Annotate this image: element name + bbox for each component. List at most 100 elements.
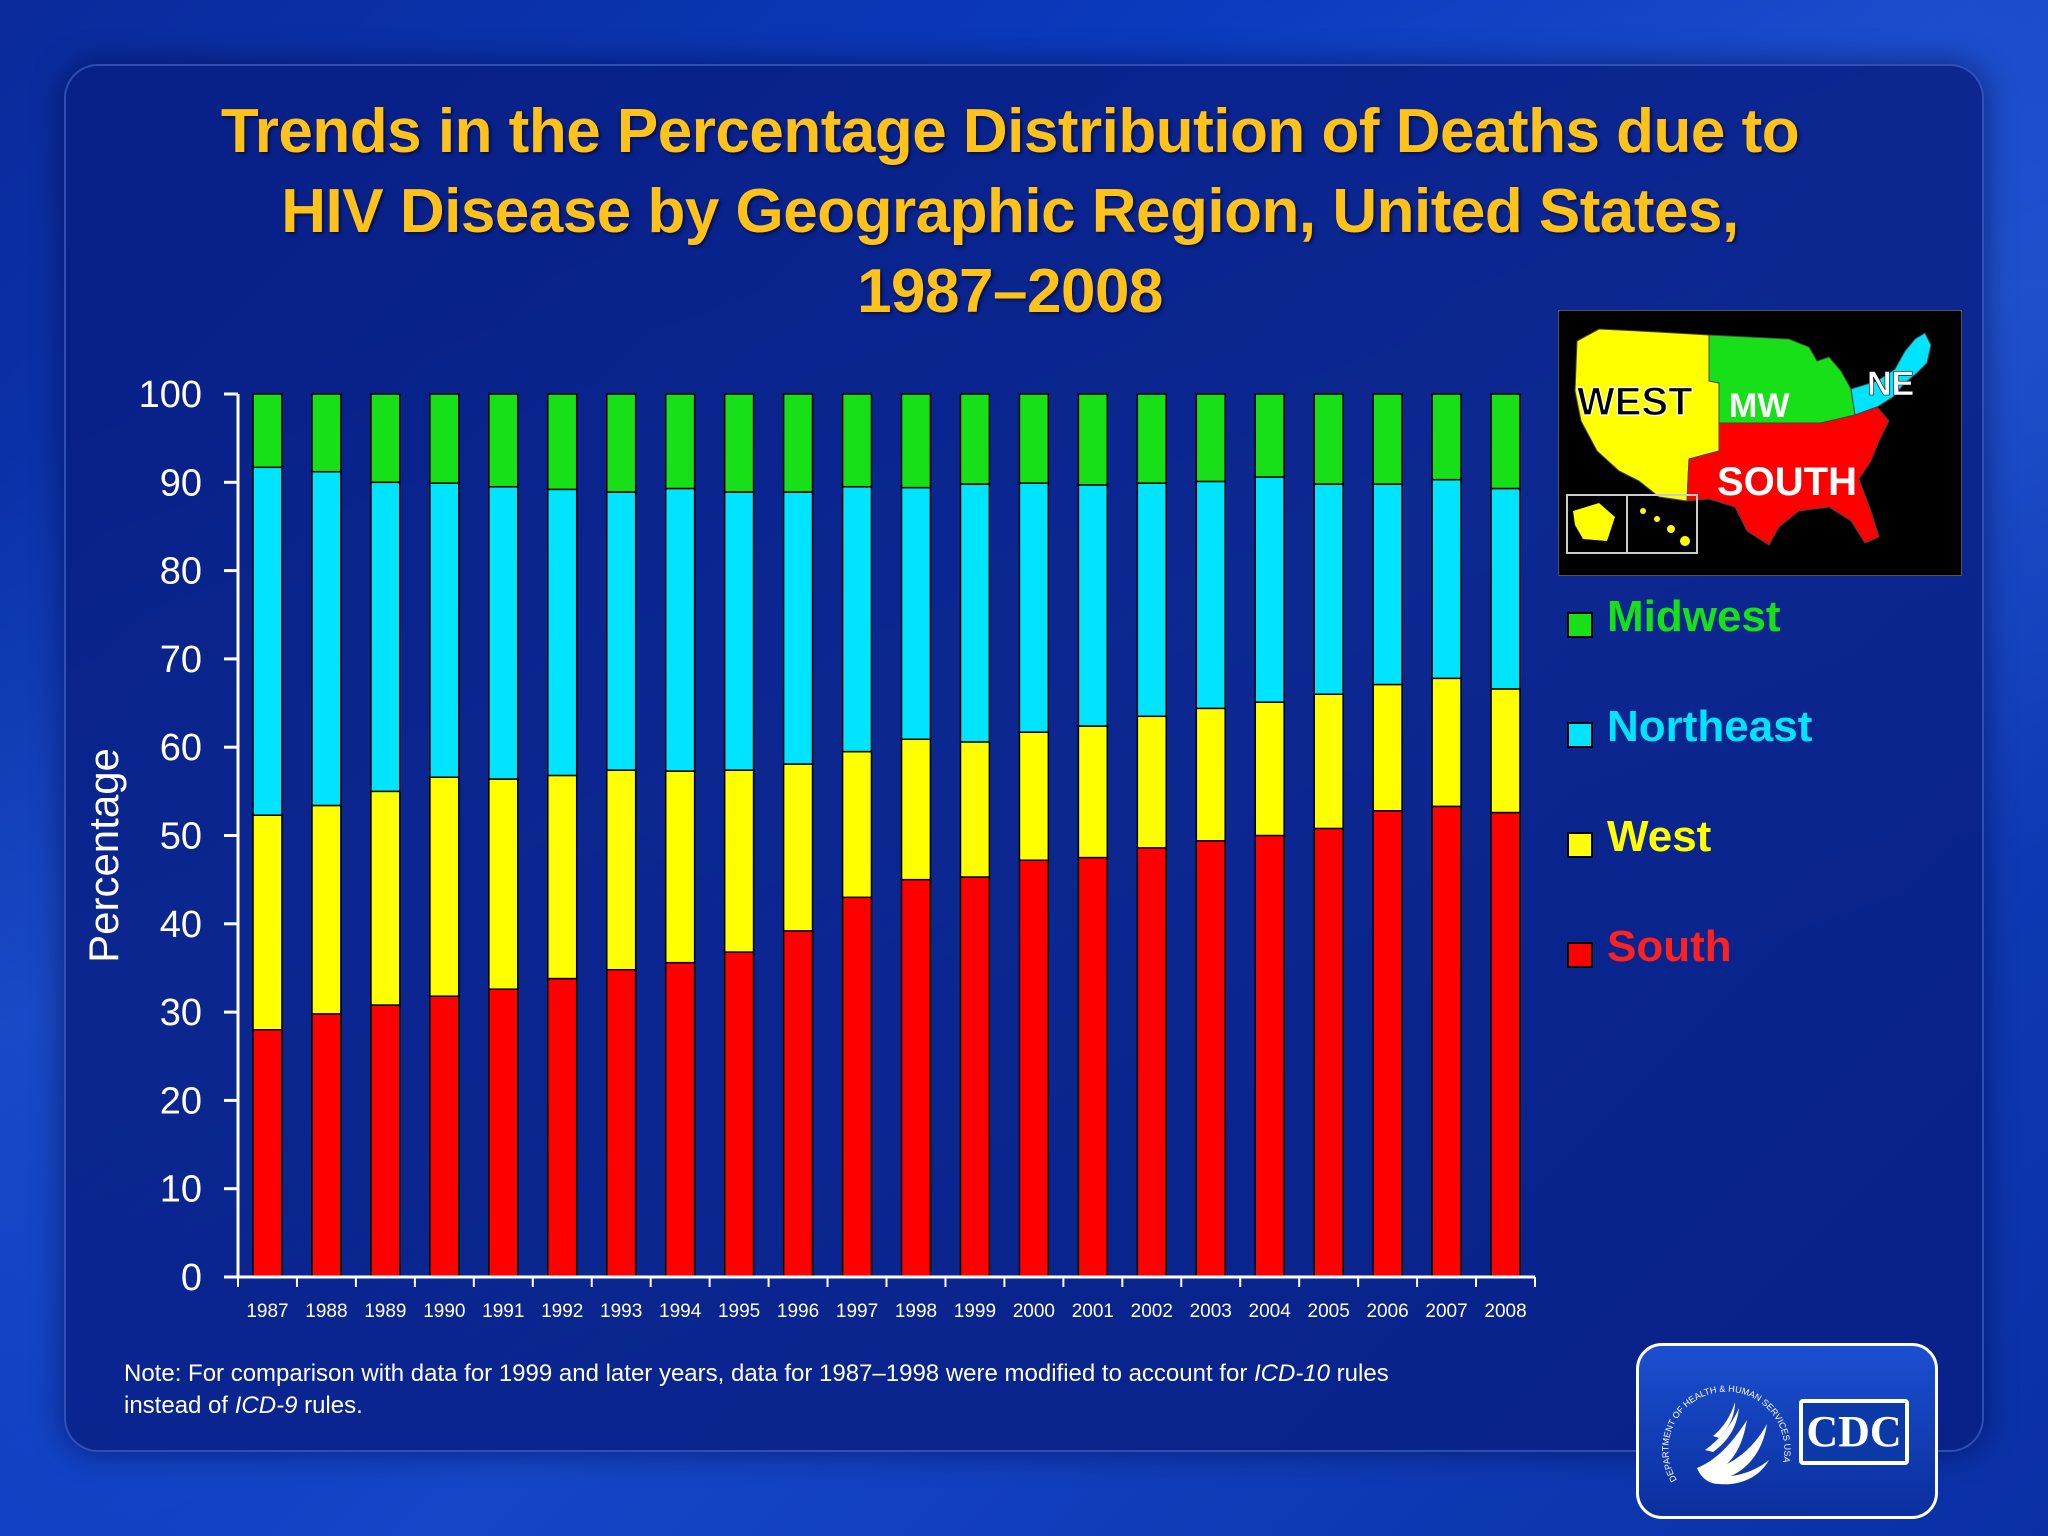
x-tick-label-1997: 1997	[836, 1301, 878, 1322]
bar-west-2000	[1018, 731, 1050, 861]
bar-south-2007	[1431, 805, 1462, 1278]
bar-midwest-1997	[841, 393, 873, 488]
bar-northeast-2007	[1431, 478, 1462, 680]
x-tick-label-1991: 1991	[482, 1301, 524, 1322]
y-tick-label-0: 0	[181, 1257, 202, 1299]
bar-midwest-2008	[1490, 393, 1521, 490]
bar-south-1994	[664, 961, 696, 1278]
bar-west-1993	[606, 769, 637, 971]
bar-south-1999	[959, 876, 991, 1278]
bar-west-1997	[841, 750, 873, 899]
bar-west-1998	[900, 738, 932, 881]
bar-west-2002	[1136, 715, 1167, 849]
x-tick-label-1995: 1995	[718, 1301, 760, 1322]
cdc-logo-box: CDC	[1799, 1399, 1909, 1465]
bar-west-1999	[959, 741, 991, 878]
bar-midwest-2003	[1195, 393, 1226, 483]
bar-midwest-1988	[311, 393, 342, 473]
bar-west-2007	[1431, 677, 1462, 808]
x-tick-label-2004: 2004	[1249, 1301, 1292, 1322]
legend-label-south: South	[1607, 922, 1732, 971]
bar-south-2001	[1077, 856, 1109, 1278]
bar-west-2008	[1490, 688, 1521, 814]
bar-south-1991	[488, 988, 519, 1278]
bar-midwest-2004	[1254, 393, 1285, 478]
y-tick-label-50: 50	[160, 816, 202, 858]
y-tick-label-80: 80	[160, 551, 202, 593]
bar-northeast-1995	[723, 491, 755, 771]
bar-northeast-1987	[252, 466, 283, 816]
bar-midwest-1994	[664, 393, 696, 490]
bar-northeast-1996	[782, 491, 814, 765]
note-suffix: rules.	[297, 1392, 363, 1419]
bar-midwest-2001	[1077, 393, 1109, 486]
x-tick-label-2007: 2007	[1425, 1301, 1467, 1322]
bar-midwest-1989	[370, 393, 401, 484]
bar-northeast-2004	[1254, 476, 1285, 703]
note-middle: rules instead of	[124, 1360, 1389, 1419]
bar-midwest-1991	[488, 393, 519, 488]
map-label-mw: MW	[1729, 387, 1790, 425]
bar-south-1995	[723, 951, 755, 1278]
note-icd10: ICD-10	[1253, 1360, 1331, 1387]
map-region-northeast	[1850, 332, 1932, 416]
y-tick-label-90: 90	[160, 462, 202, 504]
x-tick-label-1990: 1990	[423, 1301, 465, 1322]
x-tick-label-2003: 2003	[1190, 1301, 1232, 1322]
y-axis-label: Percentage	[80, 748, 127, 963]
legend-label-northeast: Northeast	[1607, 702, 1813, 751]
bar-midwest-2005	[1313, 393, 1344, 485]
bar-south-1988	[311, 1013, 342, 1278]
legend-swatch-west	[1567, 832, 1593, 858]
bar-midwest-1987	[252, 393, 283, 469]
bar-northeast-2001	[1077, 484, 1109, 727]
bar-northeast-1988	[311, 470, 342, 807]
bar-midwest-2002	[1136, 393, 1167, 484]
bar-midwest-1993	[606, 393, 637, 493]
title-line-3: 1987–2008	[857, 257, 1163, 326]
bar-south-1998	[900, 878, 932, 1278]
bar-midwest-2006	[1372, 393, 1403, 485]
legend-swatch-northeast	[1567, 722, 1593, 748]
bar-south-1997	[841, 896, 873, 1278]
x-tick-label-2006: 2006	[1366, 1301, 1408, 1322]
bar-midwest-1992	[547, 393, 578, 491]
title-line-1: Trends in the Percentage Distribution of…	[220, 97, 1800, 166]
us-map-icon: WEST MW NE SOUTH	[1566, 328, 1932, 554]
bar-south-2005	[1313, 827, 1344, 1278]
map-label-west: WEST	[1577, 380, 1693, 424]
y-tick-label-30: 30	[160, 992, 202, 1034]
legend-swatch-midwest	[1567, 612, 1593, 638]
bar-midwest-1990	[429, 393, 460, 484]
bar-northeast-1990	[429, 482, 460, 778]
bar-west-2005	[1313, 693, 1344, 830]
map-label-south: SOUTH	[1717, 460, 1857, 504]
x-tick-label-1999: 1999	[954, 1301, 996, 1322]
bar-west-1992	[547, 774, 578, 980]
bar-west-1996	[782, 763, 814, 932]
bar-west-1990	[429, 776, 460, 997]
y-tick-label-60: 60	[160, 727, 202, 769]
x-tick-label-1998: 1998	[895, 1301, 937, 1322]
bar-northeast-2005	[1313, 483, 1344, 695]
bar-west-1995	[723, 769, 755, 953]
bar-northeast-2003	[1195, 480, 1226, 710]
bar-west-1987	[252, 814, 283, 1031]
bar-midwest-1995	[723, 393, 755, 493]
bar-northeast-2000	[1018, 482, 1050, 733]
bar-south-1989	[370, 1004, 401, 1278]
x-tick-label-1994: 1994	[659, 1301, 702, 1322]
x-tick-label-1988: 1988	[305, 1301, 347, 1322]
x-tick-label-1993: 1993	[600, 1301, 642, 1322]
bar-midwest-2007	[1431, 393, 1462, 481]
bar-west-2001	[1077, 725, 1109, 859]
bar-south-2006	[1372, 810, 1403, 1278]
bar-northeast-2006	[1372, 483, 1403, 686]
x-tick-label-1989: 1989	[364, 1301, 406, 1322]
x-tick-label-2001: 2001	[1072, 1301, 1114, 1322]
x-tick-label-2000: 2000	[1013, 1301, 1055, 1322]
y-tick-label-20: 20	[160, 1080, 202, 1122]
footnote: Note: For comparison with data for 1999 …	[124, 1358, 1424, 1422]
us-region-map: WEST MW NE SOUTH	[1558, 310, 1962, 576]
